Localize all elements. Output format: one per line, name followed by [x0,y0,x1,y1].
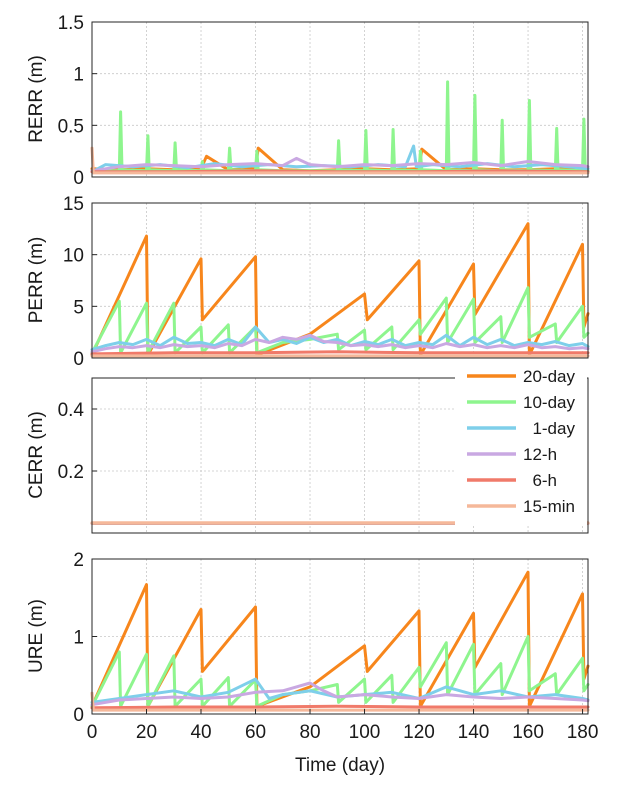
panel-rerr-y-axis-label: RERR (m) [26,55,47,143]
panel-cerr-frame [91,377,589,534]
panel-ure-y-axis-label: URE (m) [26,599,47,673]
x-tick-label: 140 [458,722,490,743]
legend-box [455,364,587,526]
x-tick-label: 180 [567,722,599,743]
panel-cerr-y-ticks: 0.2 0.4 [58,400,97,483]
panel-perr-series [90,222,590,358]
panel-perr-y-axis-label: PERR (m) [26,237,47,324]
panel-perr: 0 5 10 15 PERR (m) [26,194,590,370]
panel-perr-y-ticks: 0 5 10 15 [63,194,97,370]
legend-label-12-h: 12-h [523,445,557,464]
x-tick-label: 80 [299,722,320,743]
legend-label-1-day: 1-day [523,419,575,438]
panel-rerr-y-ticks: 0 0.5 1 1.5 [58,13,97,189]
panel-ure-y-ticks: 0 1 2 [73,550,97,726]
legend-label-10-day: 10-day [523,393,575,412]
y-tick-label: 10 [63,246,84,267]
y-tick-label: 5 [73,297,84,318]
y-tick-label: 0.2 [58,462,84,483]
series-line-12-h [90,333,590,354]
y-tick-label: 0.4 [58,400,85,421]
panel-rerr: 0 0.5 1 1.5 RERR (m) [26,13,590,189]
legend: 20-day 10-day 1-day 12-h 6-h 15-min [455,364,587,526]
y-tick-label: 15 [63,194,84,215]
panel-cerr-y-axis-label: CERR (m) [26,411,47,499]
y-tick-label: 0.5 [58,116,84,137]
y-tick-label: 1 [73,65,84,86]
x-tick-label: 60 [245,722,266,743]
legend-label-20-day: 20-day [523,367,575,386]
panel-ure: 0 1 2 URE (m) 0 20 40 60 80 100 120 140 160 180 Tim… [26,550,598,776]
x-axis-ticks: 0 20 40 60 80 100 120 140 160 180 [87,709,599,743]
panel-perr-frame [91,202,589,359]
x-tick-label: 0 [87,722,98,743]
y-tick-label: 0 [73,349,84,370]
panel-cerr: 0.2 0.4 CERR (m) 20-day 10-day 1-day 12-h 6… [26,364,590,534]
panel-perr-plot-area [92,203,588,358]
series-line-12-h [90,156,590,173]
series-line-6-h [90,350,590,356]
y-tick-label: 0 [73,705,84,726]
series-line-10-day [90,80,590,173]
series-line-15-min [90,146,590,175]
y-tick-label: 1 [73,628,84,649]
series-line-1-day [90,325,590,352]
legend-label-6-h: 6-h [523,471,557,490]
y-tick-label: 1.5 [58,13,84,34]
x-tick-label: 100 [349,722,381,743]
series-line-12-h [90,681,590,707]
series-line-6-h [90,704,590,710]
legend-label-15-min: 15-min [523,497,575,516]
x-tick-label: 120 [403,722,435,743]
x-tick-label: 40 [190,722,211,743]
y-tick-label: 2 [73,550,84,571]
panel-rerr-frame [91,21,589,178]
x-axis-label: Time (day) [295,755,385,776]
y-tick-label: 0 [73,168,84,189]
panel-rerr-series [90,80,590,175]
x-tick-label: 160 [512,722,544,743]
x-tick-label: 20 [136,722,157,743]
